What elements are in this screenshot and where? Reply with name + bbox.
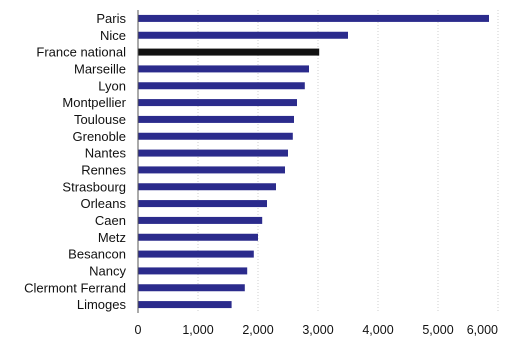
category-label: Grenoble [73, 129, 126, 144]
x-tick-label: 1,000 [182, 323, 213, 337]
category-label: Orleans [80, 196, 126, 211]
bar-strasbourg [138, 183, 276, 191]
category-label: Limoges [77, 297, 127, 312]
category-label: Strasbourg [62, 179, 126, 194]
category-label: Metz [98, 230, 126, 245]
category-label: Montpellier [62, 95, 126, 110]
bar-marseille [138, 65, 309, 73]
x-tick-label: 0 [135, 323, 142, 337]
bar-clermont-ferrand [138, 284, 245, 292]
bar-limoges [138, 301, 232, 309]
bar-caen [138, 216, 263, 224]
category-label: Clermont Ferrand [24, 280, 126, 295]
bar-france-national [138, 48, 320, 56]
bars [138, 14, 489, 309]
category-label: Nantes [85, 146, 127, 161]
category-label: Caen [95, 213, 126, 228]
bar-besancon [138, 250, 254, 258]
bar-rennes [138, 166, 285, 174]
x-tick-label: 3,000 [302, 323, 333, 337]
bar-grenoble [138, 132, 293, 140]
bar-metz [138, 233, 258, 241]
category-label: France national [36, 45, 126, 60]
bar-toulouse [138, 115, 294, 123]
x-tick-label: 4,000 [362, 323, 393, 337]
bar-paris [138, 14, 489, 22]
bar-lyon [138, 82, 305, 90]
category-label: Rennes [81, 162, 126, 177]
category-label: Lyon [98, 78, 126, 93]
x-tick-label: 2,000 [242, 323, 273, 337]
bar-nice [138, 31, 348, 39]
category-label: Toulouse [74, 112, 126, 127]
x-tick-label: 6,000 [467, 323, 498, 337]
bar-nantes [138, 149, 288, 157]
bar-orleans [138, 200, 267, 208]
bar-nancy [138, 267, 248, 275]
category-label: Paris [96, 11, 126, 26]
gridlines [197, 10, 499, 313]
bar-montpellier [138, 99, 297, 107]
x-tick-label: 5,000 [422, 323, 453, 337]
category-label: Nice [100, 28, 126, 43]
category-label: Marseille [74, 61, 126, 76]
category-label: Nancy [89, 263, 126, 278]
category-label: Besancon [68, 247, 126, 262]
x-tick-labels: 0 1,000 2,000 3,000 4,000 5,000 6,000 [135, 323, 499, 337]
